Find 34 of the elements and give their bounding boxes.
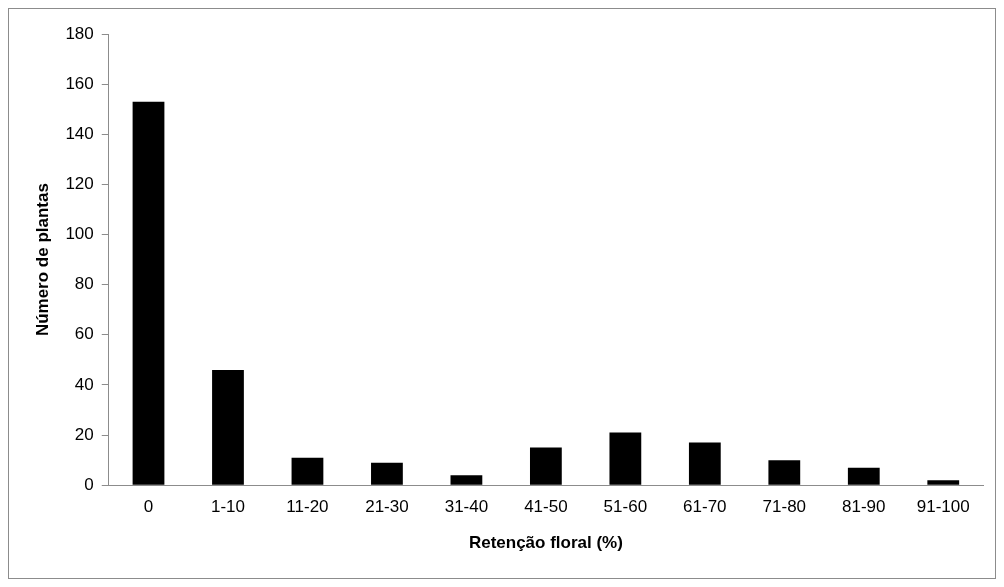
x-tick-label: 81-90 xyxy=(842,497,886,517)
bar xyxy=(450,475,483,485)
x-tick-label: 91-100 xyxy=(916,497,970,517)
x-tick-label: 1-10 xyxy=(210,497,245,517)
bar xyxy=(768,460,801,485)
bar xyxy=(688,442,721,485)
x-tick-label: 61-70 xyxy=(683,497,727,517)
y-tick-label: 100 xyxy=(65,224,94,244)
y-tick-label: 40 xyxy=(74,374,94,394)
y-tick-label: 0 xyxy=(84,474,94,494)
y-tick-label: 140 xyxy=(65,123,94,143)
y-tick-label: 160 xyxy=(65,73,94,93)
bar xyxy=(927,480,960,485)
x-axis-title: Retenção floral (%) xyxy=(468,533,623,553)
bar xyxy=(132,101,165,485)
x-tick-label: 71-80 xyxy=(762,497,807,517)
bar xyxy=(847,467,880,485)
bar xyxy=(529,447,562,485)
x-tick-label: 0 xyxy=(143,497,154,517)
x-tick-label: 21-30 xyxy=(365,497,409,517)
x-tick-label: 51-60 xyxy=(603,497,648,517)
y-tick-label: 120 xyxy=(65,174,94,194)
x-tick-label: 11-20 xyxy=(286,497,329,517)
y-axis-title: Número de plantas xyxy=(32,183,52,337)
y-tick-label: 60 xyxy=(74,324,94,344)
bar xyxy=(371,462,403,485)
y-tick-label: 80 xyxy=(74,274,94,294)
x-tick-label: 41-50 xyxy=(524,497,568,517)
bar xyxy=(609,432,642,485)
y-tick-label: 180 xyxy=(65,23,94,43)
x-tick-label: 31-40 xyxy=(444,497,489,517)
bar xyxy=(291,457,324,485)
y-tick-label: 20 xyxy=(74,424,94,444)
bar xyxy=(212,369,244,485)
